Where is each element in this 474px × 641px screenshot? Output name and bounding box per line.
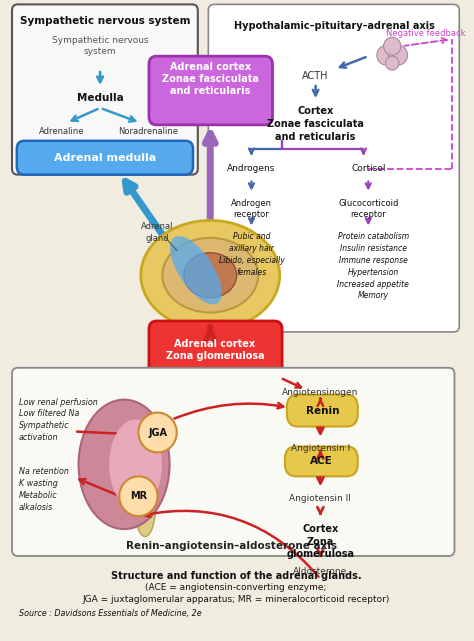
Text: Low renal perfusion
Low filtered Na
Sympathetic
activation: Low renal perfusion Low filtered Na Symp… — [18, 397, 98, 442]
Text: Adrenaline: Adrenaline — [39, 127, 84, 136]
Text: Aldosterone: Aldosterone — [293, 567, 347, 576]
Text: ACE: ACE — [310, 456, 333, 467]
Text: Noradrenaline: Noradrenaline — [118, 127, 178, 136]
Text: Na retention
K wasting
Metabolic
alkalosis: Na retention K wasting Metabolic alkalos… — [18, 467, 69, 512]
Circle shape — [119, 476, 157, 516]
Text: JGA: JGA — [148, 428, 167, 438]
FancyBboxPatch shape — [149, 321, 282, 379]
Text: Source : Davidsons Essentials of Medicine, 2e: Source : Davidsons Essentials of Medicin… — [18, 609, 201, 618]
Ellipse shape — [109, 420, 162, 509]
Ellipse shape — [170, 236, 222, 304]
Ellipse shape — [141, 221, 280, 330]
Text: Glucocorticoid
receptor: Glucocorticoid receptor — [338, 199, 399, 219]
Text: Cortisol: Cortisol — [351, 163, 385, 172]
Text: Hypothalamic–pituitary–adrenal axis: Hypothalamic–pituitary–adrenal axis — [234, 21, 435, 31]
Text: Androgen
receptor: Androgen receptor — [231, 199, 272, 219]
Circle shape — [385, 56, 399, 70]
Text: Adrenal medulla: Adrenal medulla — [54, 153, 156, 163]
Text: Negative feedback: Negative feedback — [386, 29, 465, 38]
FancyBboxPatch shape — [209, 4, 459, 332]
Text: Angiotensin I: Angiotensin I — [291, 444, 350, 453]
Text: Medulla: Medulla — [77, 93, 124, 103]
Circle shape — [388, 46, 408, 65]
Circle shape — [377, 46, 396, 65]
Text: Androgens: Androgens — [227, 163, 275, 172]
FancyBboxPatch shape — [12, 4, 198, 174]
Text: Pubic and
axillary hair
Libido, especially
females: Pubic and axillary hair Libido, especial… — [219, 233, 284, 277]
Ellipse shape — [79, 399, 170, 529]
FancyBboxPatch shape — [285, 446, 358, 476]
Text: ACTH: ACTH — [302, 71, 329, 81]
Text: Adrenal
gland: Adrenal gland — [141, 222, 174, 242]
Ellipse shape — [184, 253, 237, 297]
Text: Sympathetic nervous
system: Sympathetic nervous system — [52, 37, 148, 56]
Text: (ACE = angiotensin-converting enzyme;: (ACE = angiotensin-converting enzyme; — [146, 583, 327, 592]
Text: Adrenal cortex
Zonae fasciculata
and reticularis: Adrenal cortex Zonae fasciculata and ret… — [162, 62, 259, 96]
Circle shape — [138, 413, 177, 453]
Text: Structure and function of the adrenal glands.: Structure and function of the adrenal gl… — [111, 571, 361, 581]
Text: Cortex
Zona
glomerulosa: Cortex Zona glomerulosa — [286, 524, 355, 559]
Text: Protein catabolism
Insulin resistance
Immune response
Hypertension
Increased app: Protein catabolism Insulin resistance Im… — [337, 233, 409, 301]
Text: Sympathetic nervous system: Sympathetic nervous system — [19, 16, 190, 26]
FancyBboxPatch shape — [12, 368, 455, 556]
Ellipse shape — [163, 238, 258, 313]
Text: JGA = juxtaglomerular apparatus; MR = mineralocorticoid receptor): JGA = juxtaglomerular apparatus; MR = mi… — [82, 595, 390, 604]
Text: Adrenal cortex
Zona glomerulosa: Adrenal cortex Zona glomerulosa — [166, 338, 264, 361]
FancyBboxPatch shape — [149, 56, 273, 125]
Text: Renin: Renin — [306, 406, 339, 415]
Text: MR: MR — [130, 491, 147, 501]
Ellipse shape — [135, 472, 155, 537]
Text: Cortex
Zonae fasciculata
and reticularis: Cortex Zonae fasciculata and reticularis — [267, 106, 364, 142]
Circle shape — [383, 37, 401, 55]
Text: Angiotensinogen: Angiotensinogen — [282, 388, 358, 397]
Text: Renin–angiotensin–aldosterone axis: Renin–angiotensin–aldosterone axis — [126, 541, 337, 551]
FancyBboxPatch shape — [287, 395, 358, 426]
Text: Angiotensin II: Angiotensin II — [290, 494, 351, 503]
FancyBboxPatch shape — [17, 141, 193, 174]
